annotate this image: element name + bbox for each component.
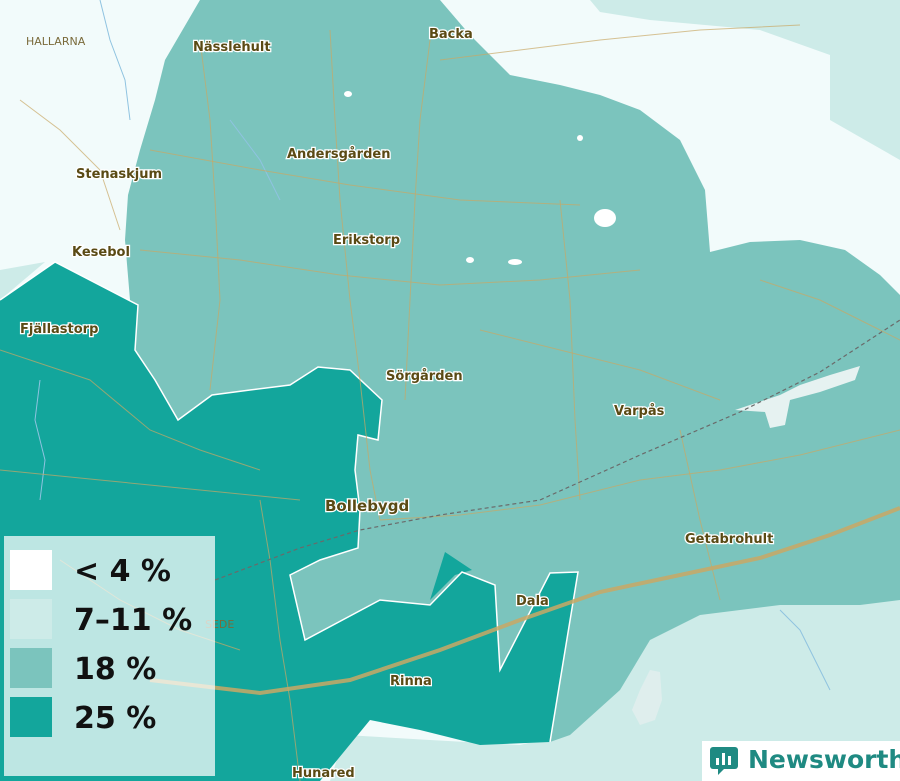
region-mid-northeast xyxy=(590,0,900,160)
legend-label-high: 18 % xyxy=(74,652,157,687)
legend-item-mid: 7–11 % xyxy=(10,599,210,639)
place-getabrohult: Getabrohult xyxy=(685,532,773,547)
lake xyxy=(344,91,352,97)
place-andersgarden: Andersgården xyxy=(287,147,390,162)
legend-label-mid: 7–11 % xyxy=(74,603,193,638)
legend-swatch-mid xyxy=(10,599,52,639)
region-mid-west xyxy=(0,262,45,300)
newsworthy-logo[interactable]: Newsworthy xyxy=(702,741,900,781)
logo-text: Newsworthy xyxy=(748,745,900,774)
legend-item-low: < 4 % xyxy=(10,550,210,590)
place-kesebol: Kesebol xyxy=(72,245,130,260)
place-hallarna: HALLARNA xyxy=(26,35,86,48)
legend: < 4 % 7–11 % 18 % 25 % xyxy=(4,536,215,776)
legend-swatch-low xyxy=(10,550,52,590)
region-25-dala-strip xyxy=(430,552,472,600)
place-bollebygd: Bollebygd xyxy=(325,497,409,515)
legend-label-highest: 25 % xyxy=(74,701,157,736)
streams xyxy=(34,0,831,691)
place-dala: Dala xyxy=(516,594,549,609)
legend-swatch-highest xyxy=(10,697,52,737)
lake xyxy=(508,259,522,265)
lake xyxy=(594,209,616,227)
legend-label-low: < 4 % xyxy=(74,554,171,589)
place-varpas: Varpås xyxy=(614,404,665,419)
place-backa: Backa xyxy=(429,27,473,42)
place-stenaskjum: Stenaskjum xyxy=(76,167,162,182)
legend-item-high: 18 % xyxy=(10,648,210,688)
lake xyxy=(466,257,474,263)
gravel-area xyxy=(632,670,662,725)
lake xyxy=(577,135,583,141)
industrial-area xyxy=(735,366,860,428)
place-hunared: Hunared xyxy=(292,766,355,781)
roads xyxy=(0,24,900,781)
region-18 xyxy=(125,0,900,742)
region-border xyxy=(0,261,579,743)
place-erikstorp: Erikstorp xyxy=(333,233,400,248)
place-rinna: Rinna xyxy=(390,674,432,689)
place-fjallastorp: Fjällastorp xyxy=(20,322,98,337)
place-sorgarden: Sörgården xyxy=(386,369,463,384)
highway xyxy=(149,506,900,696)
place-nasslehult: Nässlehult xyxy=(193,40,271,55)
legend-swatch-high xyxy=(10,648,52,688)
newsworthy-chart-icon xyxy=(710,747,738,775)
legend-item-highest: 25 % xyxy=(10,697,210,737)
